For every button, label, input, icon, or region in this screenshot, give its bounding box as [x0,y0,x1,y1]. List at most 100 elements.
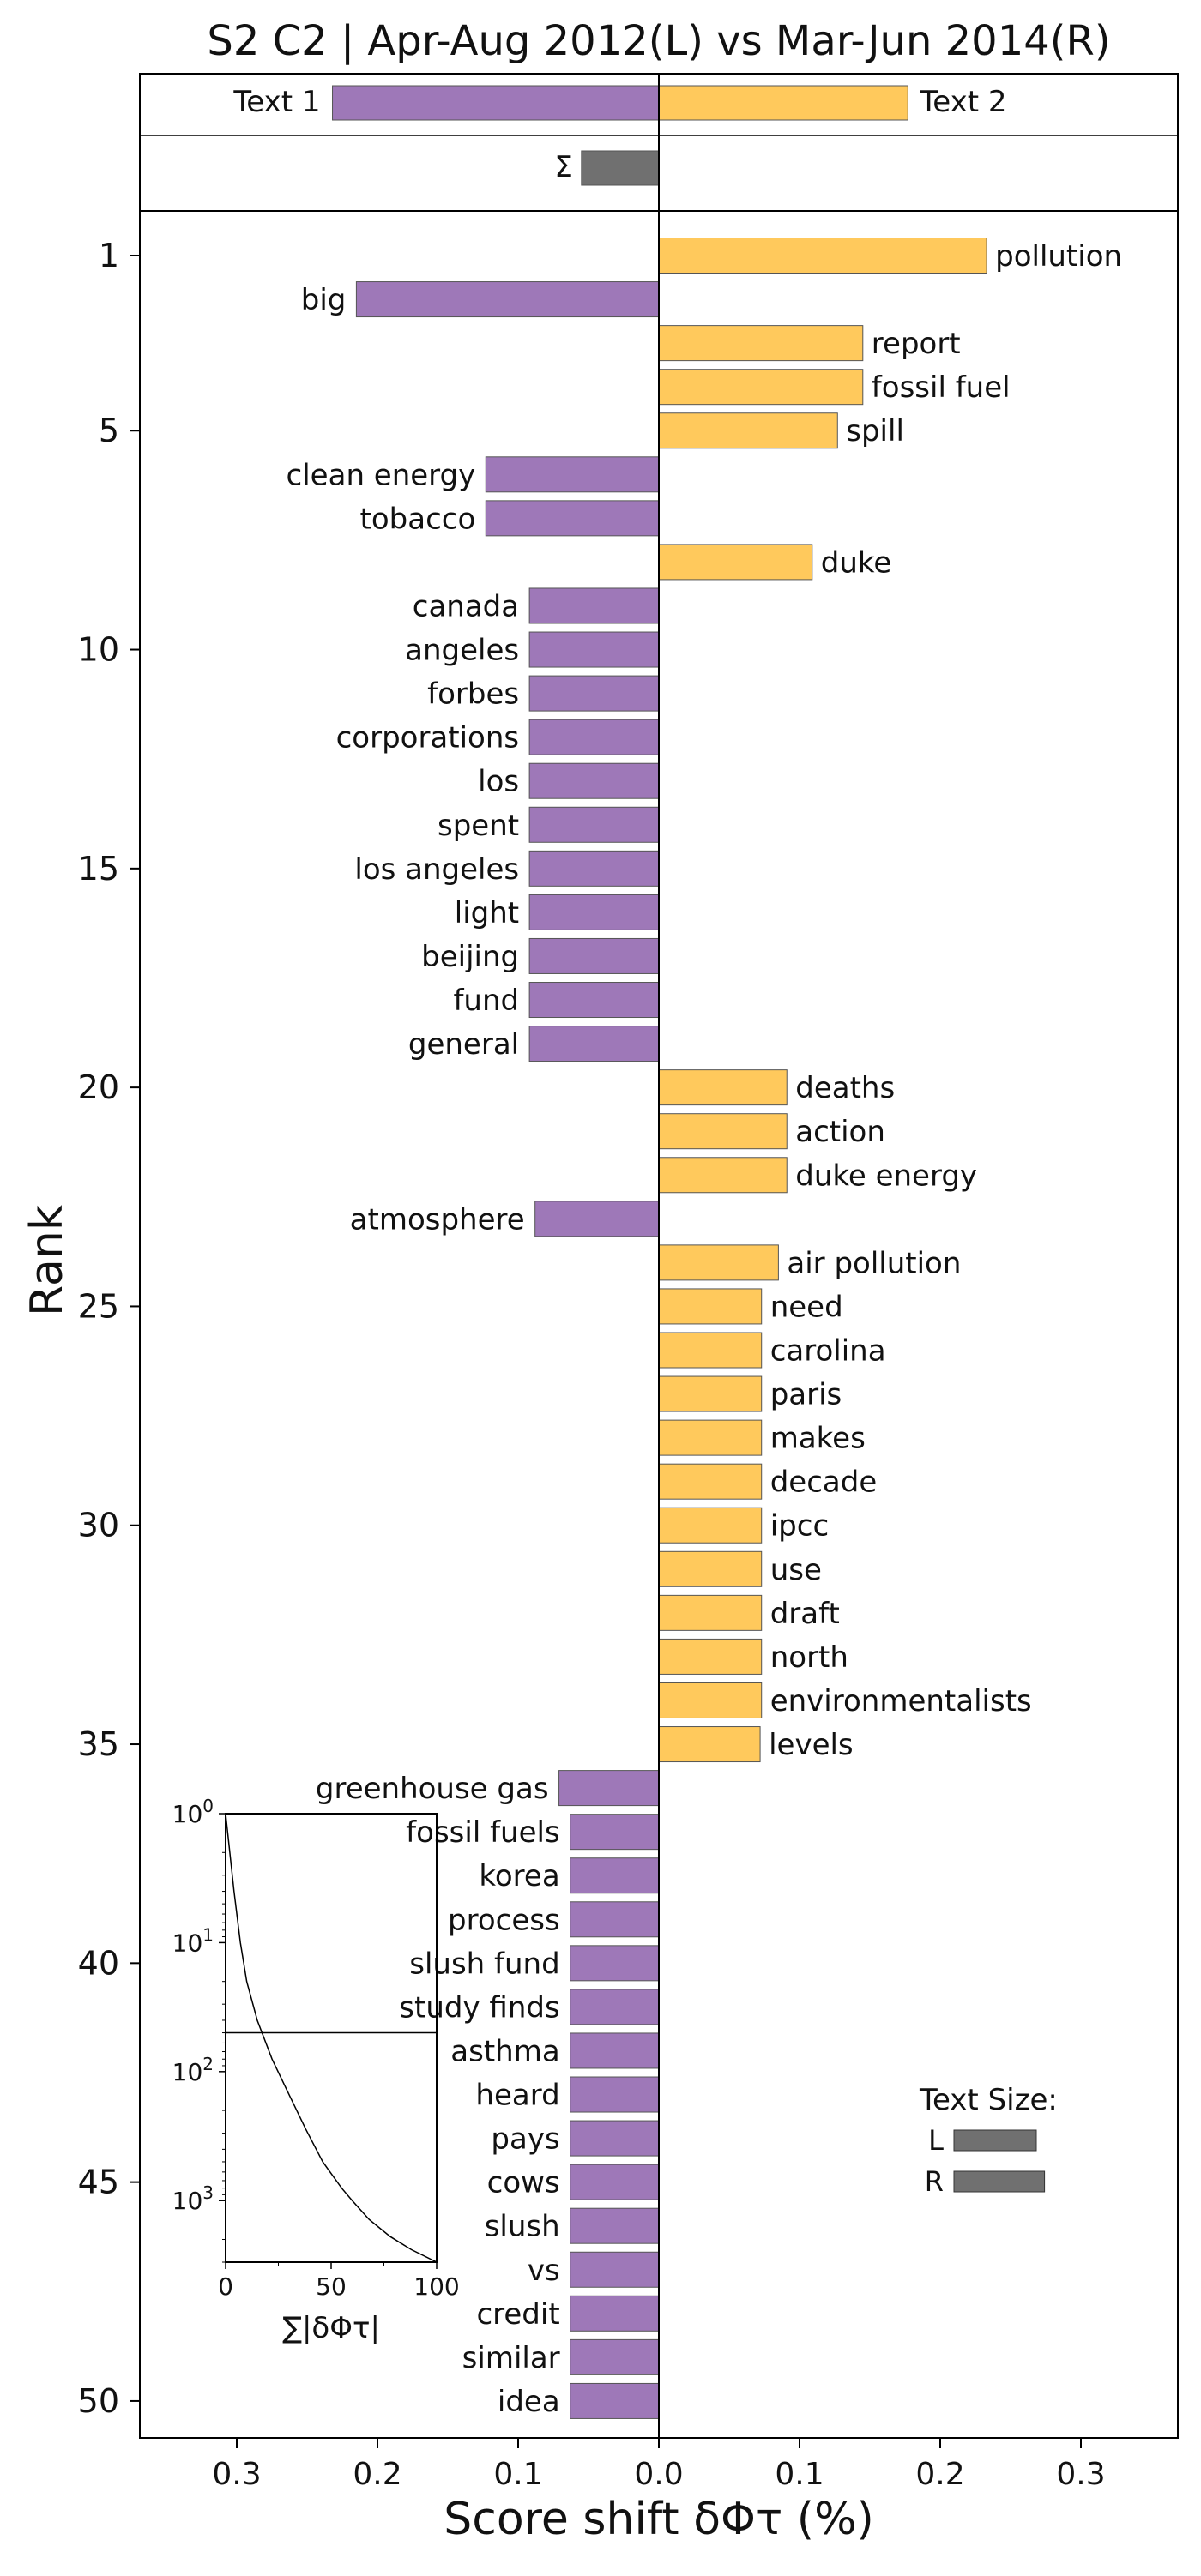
word-label: asthma [450,2034,559,2068]
word-bar [658,544,813,581]
x-tick-label: 0.0 [634,2457,683,2492]
word-bar [558,1770,660,1807]
legend: Text Size: LR [919,2083,1058,2198]
word-label: tobacco [360,502,476,536]
inset-y-tick-label: 100 [172,1796,214,1828]
word-label: study finds [399,1990,559,2025]
x-tick-label: 0.3 [1056,2457,1105,2492]
word-label: los angeles [354,852,519,887]
x-tick-label: 0.1 [775,2457,824,2492]
word-bar [570,2120,660,2157]
word-label: spent [438,809,519,843]
word-bar [570,1857,660,1894]
y-tick-label: 10 [78,631,119,669]
inset-y-tick-exponent: 2 [202,2054,214,2074]
word-label: greenhouse gas [316,1772,549,1806]
x-tick-label: 0.2 [915,2457,964,2492]
word-label: fossil fuels [406,1815,560,1850]
word-bar [658,1463,763,1500]
legend-title: Text Size: [919,2083,1058,2117]
inset-y-tick-label: 101 [172,1924,214,1957]
y-tick-label: 25 [78,1287,119,1325]
word-bar [570,1945,660,1982]
word-bar [658,1419,763,1456]
word-bar [658,238,987,274]
word-label: makes [770,1422,866,1456]
inset-x-tick-label: 50 [316,2272,347,2301]
word-label: slush [485,2210,560,2244]
inset-y-tick-label: 103 [172,2182,214,2215]
word-bar [658,1069,788,1106]
inset-y-tick-label: 102 [172,2054,214,2086]
word-bar [570,2164,660,2200]
inset-y-tick-exponent: 3 [202,2182,214,2203]
word-bar [528,937,660,974]
word-label: pays [491,2122,559,2157]
word-label: carolina [770,1334,886,1369]
word-bar [658,1157,788,1194]
word-bar [528,587,660,624]
text1-total-label: Text 1 [232,85,320,119]
chart-title: S2 C2 | Apr-Aug 2012(L) vs Mar-Jun 2014(… [207,17,1110,65]
word-bar [485,500,660,537]
word-label: idea [498,2385,560,2419]
word-bar [528,631,660,668]
inset-y-tick-exponent: 0 [202,1796,214,1816]
word-label: duke energy [795,1159,977,1193]
y-tick-label: 35 [78,1725,119,1763]
word-label: paris [770,1378,842,1412]
word-bar [658,1113,788,1150]
word-label: action [795,1115,885,1149]
word-bar [534,1201,660,1237]
word-bar [570,2295,660,2332]
x-tick-label: 0.3 [212,2457,261,2492]
word-label: atmosphere [350,1202,525,1237]
word-bar [658,1682,763,1718]
y-tick-label: 30 [78,1507,119,1544]
word-bar [658,1550,763,1587]
inset-y-tick-base: 10 [172,2187,203,2215]
x-axis-label: Score shift δΦτ (%) [444,2494,874,2545]
word-bar [658,1332,763,1369]
inset-y-tick-base: 10 [172,2058,203,2086]
inset-x-tick-label: 0 [218,2272,233,2301]
word-label: draft [770,1597,840,1631]
word-bar [658,1375,763,1412]
legend-swatch [953,2170,1046,2193]
word-bar [355,281,660,318]
word-bar [528,806,660,843]
word-bar [570,2032,660,2069]
word-label: heard [475,2079,559,2113]
word-label: north [770,1640,848,1675]
word-bar [528,762,660,799]
word-bar [528,894,660,930]
y-axis-label: Rank [21,1205,73,1316]
word-bar [570,2076,660,2113]
word-label: los [478,765,519,799]
word-bar [658,1507,763,1544]
word-bar [485,456,660,493]
word-label: credit [476,2297,559,2332]
inset-frame [225,1813,438,2263]
word-bar [528,719,660,755]
word-bar [658,325,864,362]
text2-total-label: Text 2 [919,85,1006,119]
word-bar [570,2382,660,2419]
word-label: report [872,327,961,361]
word-label: corporations [336,721,520,755]
word-label: ipcc [770,1509,829,1544]
legend-label: L [928,2124,944,2157]
word-bar [570,2338,660,2375]
y-tick-label: 1 [99,237,119,274]
word-bar [528,982,660,1019]
y-tick-label: 40 [78,1944,119,1982]
word-label: use [770,1553,822,1587]
word-label: canada [413,589,519,623]
word-bar [570,2207,660,2244]
y-tick-label: 5 [99,412,119,449]
word-bar [658,1594,763,1631]
word-bar [570,1814,660,1851]
